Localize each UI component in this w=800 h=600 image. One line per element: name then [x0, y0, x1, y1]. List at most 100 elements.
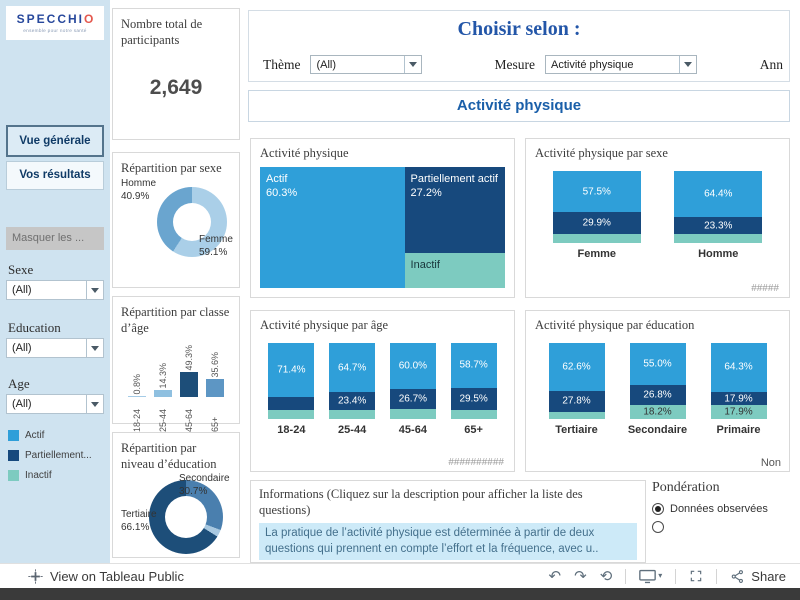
legend-item-partiellement[interactable]: Partiellement...: [8, 450, 92, 461]
filter-dropdown-age[interactable]: (All): [6, 394, 104, 414]
donut-hole: [165, 496, 207, 539]
redo-icon[interactable]: ↷: [574, 567, 587, 585]
view-on-tableau-link[interactable]: View on Tableau Public: [28, 569, 184, 584]
stacked-bar: 60.0% 26.7%: [389, 343, 436, 419]
bar-segment-partiellement-actif[interactable]: 29.9%: [552, 212, 641, 234]
mesure-label: Mesure: [494, 56, 535, 72]
radio-option-2[interactable]: [652, 521, 790, 533]
bar-segment-inactif[interactable]: [674, 234, 763, 243]
theme-dropdown[interactable]: (All): [310, 55, 423, 74]
toolbar-separator: [675, 568, 677, 584]
legend-item-inactif[interactable]: Inactif: [8, 470, 92, 481]
bar-segment-inactif[interactable]: [389, 408, 436, 419]
segment-value-label: 27.8%: [562, 395, 591, 407]
radio-checked-icon: [652, 503, 664, 515]
bar-segment-inactif[interactable]: 18.2%: [629, 405, 686, 419]
treemap-actif[interactable]: Actif 60.3%: [260, 167, 405, 288]
bar-segment-inactif[interactable]: [268, 410, 315, 419]
bar-segment-partiellement-actif[interactable]: 26.7%: [389, 388, 436, 409]
filter-dropdown-education[interactable]: (All): [6, 338, 104, 358]
bar-segment-partiellement-actif[interactable]: 27.8%: [548, 390, 605, 412]
bar-segment-actif[interactable]: 57.5%: [552, 171, 641, 213]
legend-item-actif[interactable]: Actif: [8, 430, 92, 441]
age-bar-column: 14.3% 25-44: [151, 363, 175, 432]
bar-segment-partiellement-actif[interactable]: 23.4%: [329, 392, 376, 410]
bar-group: 71.4% 18-24: [268, 343, 315, 436]
mesure-dropdown[interactable]: Activité physique: [544, 55, 697, 74]
segment-value-label: 29.9%: [582, 217, 611, 229]
sidebar: SPECCHIO ensemble pour notre santé Vue g…: [0, 0, 110, 563]
age-axis-label: 65+: [209, 416, 220, 433]
device-layout-icon[interactable]: ▾: [639, 569, 662, 584]
education-donut-chart[interactable]: [149, 480, 223, 555]
bar-segment-partiellement-actif[interactable]: 26.8%: [629, 384, 686, 406]
segment-value-label: 23.3%: [704, 220, 733, 232]
repartition-age-card: Répartition par classe d’âge 0.8% 18-24 14…: [112, 296, 240, 432]
ponderation-title: Pondération: [652, 480, 720, 495]
segment-value-label: 58.7%: [459, 359, 488, 371]
treemap-partiellement-actif[interactable]: Partiellement actif 27.2%: [404, 167, 505, 253]
bar-segment-actif[interactable]: 60.0%: [389, 343, 436, 389]
bar-segment-inactif[interactable]: [552, 233, 641, 243]
bar-segment-inactif[interactable]: [329, 409, 376, 419]
category-label: 18-24: [277, 424, 306, 436]
age-bar-column: 49.3% 45-64: [177, 344, 201, 433]
bar-group: 64.4% 23.3% Homme: [674, 171, 763, 260]
bar-segment-actif[interactable]: 71.4%: [268, 343, 315, 398]
view-on-tableau-label: View on Tableau Public: [50, 568, 184, 584]
age-bar[interactable]: [128, 396, 146, 398]
tableau-logo-icon: [28, 568, 43, 584]
share-button[interactable]: Share: [730, 569, 786, 584]
bar-segment-inactif[interactable]: [450, 410, 497, 419]
bar-value-label: 49.3%: [183, 344, 194, 371]
radio-donnees-observees[interactable]: Données observées: [652, 503, 790, 515]
segment-value-label: 23.4%: [337, 395, 367, 407]
sexe-donut-chart[interactable]: [157, 186, 227, 257]
dropdown-value: (All): [12, 284, 32, 296]
specchio-logo[interactable]: SPECCHIO ensemble pour notre santé: [6, 6, 104, 40]
age-bar[interactable]: [180, 372, 198, 398]
card-title: Répartition par niveau d’éducation: [121, 441, 217, 471]
bar-segment-partiellement-actif[interactable]: [268, 397, 315, 411]
bar-segment-partiellement-actif[interactable]: 29.5%: [450, 387, 497, 411]
card-title: Nombre total de participants: [121, 17, 203, 47]
bar-segment-actif[interactable]: 55.0%: [629, 343, 686, 385]
legend-swatch-actif: [8, 430, 19, 441]
nav-vue-generale[interactable]: Vue générale: [6, 125, 104, 157]
share-label: Share: [751, 568, 786, 584]
segment-value-label: 60.0%: [398, 360, 428, 372]
age-bar[interactable]: [154, 390, 172, 398]
masquer-button[interactable]: Masquer les ...: [6, 227, 104, 250]
undo-icon[interactable]: ↶: [548, 567, 562, 585]
filter-dropdown-sexe[interactable]: (All): [6, 280, 104, 300]
category-label: Femme: [577, 248, 617, 260]
stacked-bar: 64.3% 17.9% 17.9%: [710, 343, 767, 419]
informations-title[interactable]: Informations (Cliquez sur la description…: [259, 487, 583, 517]
age-bar[interactable]: [206, 379, 224, 398]
bar-segment-partiellement-actif[interactable]: 23.3%: [674, 217, 763, 235]
bar-segment-actif[interactable]: 58.7%: [450, 343, 497, 388]
bar-segment-actif[interactable]: 64.4%: [674, 171, 763, 218]
bar-segment-actif[interactable]: 64.3%: [710, 343, 767, 392]
activite-par-sexe-card: Activité physique par sexe 57.5% 29.9% Fem…: [525, 138, 790, 298]
bar-segment-inactif[interactable]: [548, 411, 605, 419]
category-label: Primaire: [716, 424, 761, 436]
treemap-inactif[interactable]: Inactif: [404, 252, 505, 288]
activite-physique-treemap-card: Activité physique Actif 60.3% Partiellem…: [250, 138, 515, 298]
education-donut-wrap: Secondaire 30.7% Tertiaire 66.1%: [121, 472, 231, 557]
reset-icon[interactable]: ⟲: [599, 567, 613, 585]
legend-swatch-partiellement: [8, 450, 19, 461]
bar-segment-partiellement-actif[interactable]: 17.9%: [710, 391, 767, 406]
fullscreen-icon[interactable]: [689, 569, 703, 583]
age-axis-label: 45-64: [183, 409, 194, 433]
bar-segment-actif[interactable]: 64.7%: [329, 343, 376, 393]
informations-description[interactable]: La pratique de l’activité physique est d…: [259, 523, 637, 561]
bar-segment-inactif[interactable]: 17.9%: [710, 405, 767, 419]
bar-segment-actif[interactable]: 62.6%: [548, 343, 605, 391]
bar-group: 58.7% 29.5% 65+: [450, 343, 497, 436]
nav-vos-resultats[interactable]: Vos résultats: [6, 161, 104, 190]
axis-overflow-text: ##########: [448, 457, 504, 468]
repartition-sexe-card: Répartition par sexe Homme 40.9% Femme 5…: [112, 152, 240, 288]
age-bar-chart: 71.4% 18-24 64.7% 23.4% 25-44 60.0% 26.7% 45-64…: [261, 343, 504, 436]
dropdown-value: Activité physique: [550, 58, 634, 71]
